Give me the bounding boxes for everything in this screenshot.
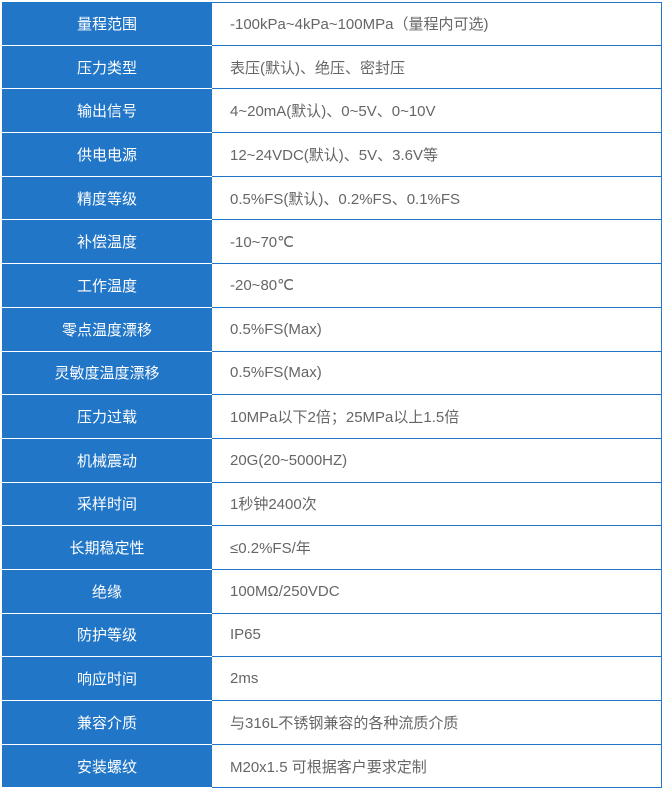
spec-label: 安装螺纹 (2, 745, 212, 789)
spec-value: M20x1.5 可根据客户要求定制 (212, 745, 662, 789)
spec-value: 0.5%FS(Max) (212, 352, 662, 396)
table-row: 采样时间1秒钟2400次 (2, 483, 662, 527)
spec-value: 12~24VDC(默认)、5V、3.6V等 (212, 133, 662, 177)
specifications-table: 量程范围-100kPa~4kPa~100MPa（量程内可选)压力类型表压(默认)… (2, 2, 662, 788)
spec-value: 与316L不锈钢兼容的各种流质介质 (212, 701, 662, 745)
spec-label: 输出信号 (2, 89, 212, 133)
spec-value: 4~20mA(默认)、0~5V、0~10V (212, 89, 662, 133)
spec-label: 工作温度 (2, 264, 212, 308)
table-row: 供电电源12~24VDC(默认)、5V、3.6V等 (2, 133, 662, 177)
spec-label: 量程范围 (2, 2, 212, 46)
spec-value: 0.5%FS(Max) (212, 308, 662, 352)
spec-value: 10MPa以下2倍；25MPa以上1.5倍 (212, 395, 662, 439)
spec-value: 2ms (212, 657, 662, 701)
table-row: 精度等级0.5%FS(默认)、0.2%FS、0.1%FS (2, 177, 662, 221)
spec-label: 精度等级 (2, 177, 212, 221)
spec-label: 压力类型 (2, 46, 212, 90)
spec-label: 灵敏度温度漂移 (2, 352, 212, 396)
table-row: 安装螺纹M20x1.5 可根据客户要求定制 (2, 745, 662, 789)
spec-value: 表压(默认)、绝压、密封压 (212, 46, 662, 90)
spec-value: -100kPa~4kPa~100MPa（量程内可选) (212, 2, 662, 46)
spec-label: 采样时间 (2, 483, 212, 527)
table-row: 兼容介质与316L不锈钢兼容的各种流质介质 (2, 701, 662, 745)
spec-value: 0.5%FS(默认)、0.2%FS、0.1%FS (212, 177, 662, 221)
spec-value: 100MΩ/250VDC (212, 570, 662, 614)
spec-value: 1秒钟2400次 (212, 483, 662, 527)
table-row: 工作温度-20~80℃ (2, 264, 662, 308)
spec-label: 绝缘 (2, 570, 212, 614)
table-row: 零点温度漂移0.5%FS(Max) (2, 308, 662, 352)
spec-label: 响应时间 (2, 657, 212, 701)
table-row: 长期稳定性≤0.2%FS/年 (2, 526, 662, 570)
table-row: 防护等级IP65 (2, 614, 662, 658)
table-row: 压力类型表压(默认)、绝压、密封压 (2, 46, 662, 90)
spec-label: 防护等级 (2, 614, 212, 658)
table-row: 补偿温度-10~70℃ (2, 220, 662, 264)
table-row: 机械震动20G(20~5000HZ) (2, 439, 662, 483)
spec-value: -20~80℃ (212, 264, 662, 308)
table-row: 输出信号4~20mA(默认)、0~5V、0~10V (2, 89, 662, 133)
table-row: 响应时间2ms (2, 657, 662, 701)
spec-label: 长期稳定性 (2, 526, 212, 570)
spec-value: ≤0.2%FS/年 (212, 526, 662, 570)
table-row: 灵敏度温度漂移0.5%FS(Max) (2, 352, 662, 396)
spec-label: 兼容介质 (2, 701, 212, 745)
spec-table-body: 量程范围-100kPa~4kPa~100MPa（量程内可选)压力类型表压(默认)… (2, 2, 662, 788)
spec-value: -10~70℃ (212, 220, 662, 264)
spec-value: 20G(20~5000HZ) (212, 439, 662, 483)
table-row: 压力过载10MPa以下2倍；25MPa以上1.5倍 (2, 395, 662, 439)
spec-label: 机械震动 (2, 439, 212, 483)
spec-value: IP65 (212, 614, 662, 658)
spec-label: 供电电源 (2, 133, 212, 177)
spec-label: 零点温度漂移 (2, 308, 212, 352)
table-row: 量程范围-100kPa~4kPa~100MPa（量程内可选) (2, 2, 662, 46)
spec-label: 压力过载 (2, 395, 212, 439)
table-row: 绝缘100MΩ/250VDC (2, 570, 662, 614)
spec-label: 补偿温度 (2, 220, 212, 264)
